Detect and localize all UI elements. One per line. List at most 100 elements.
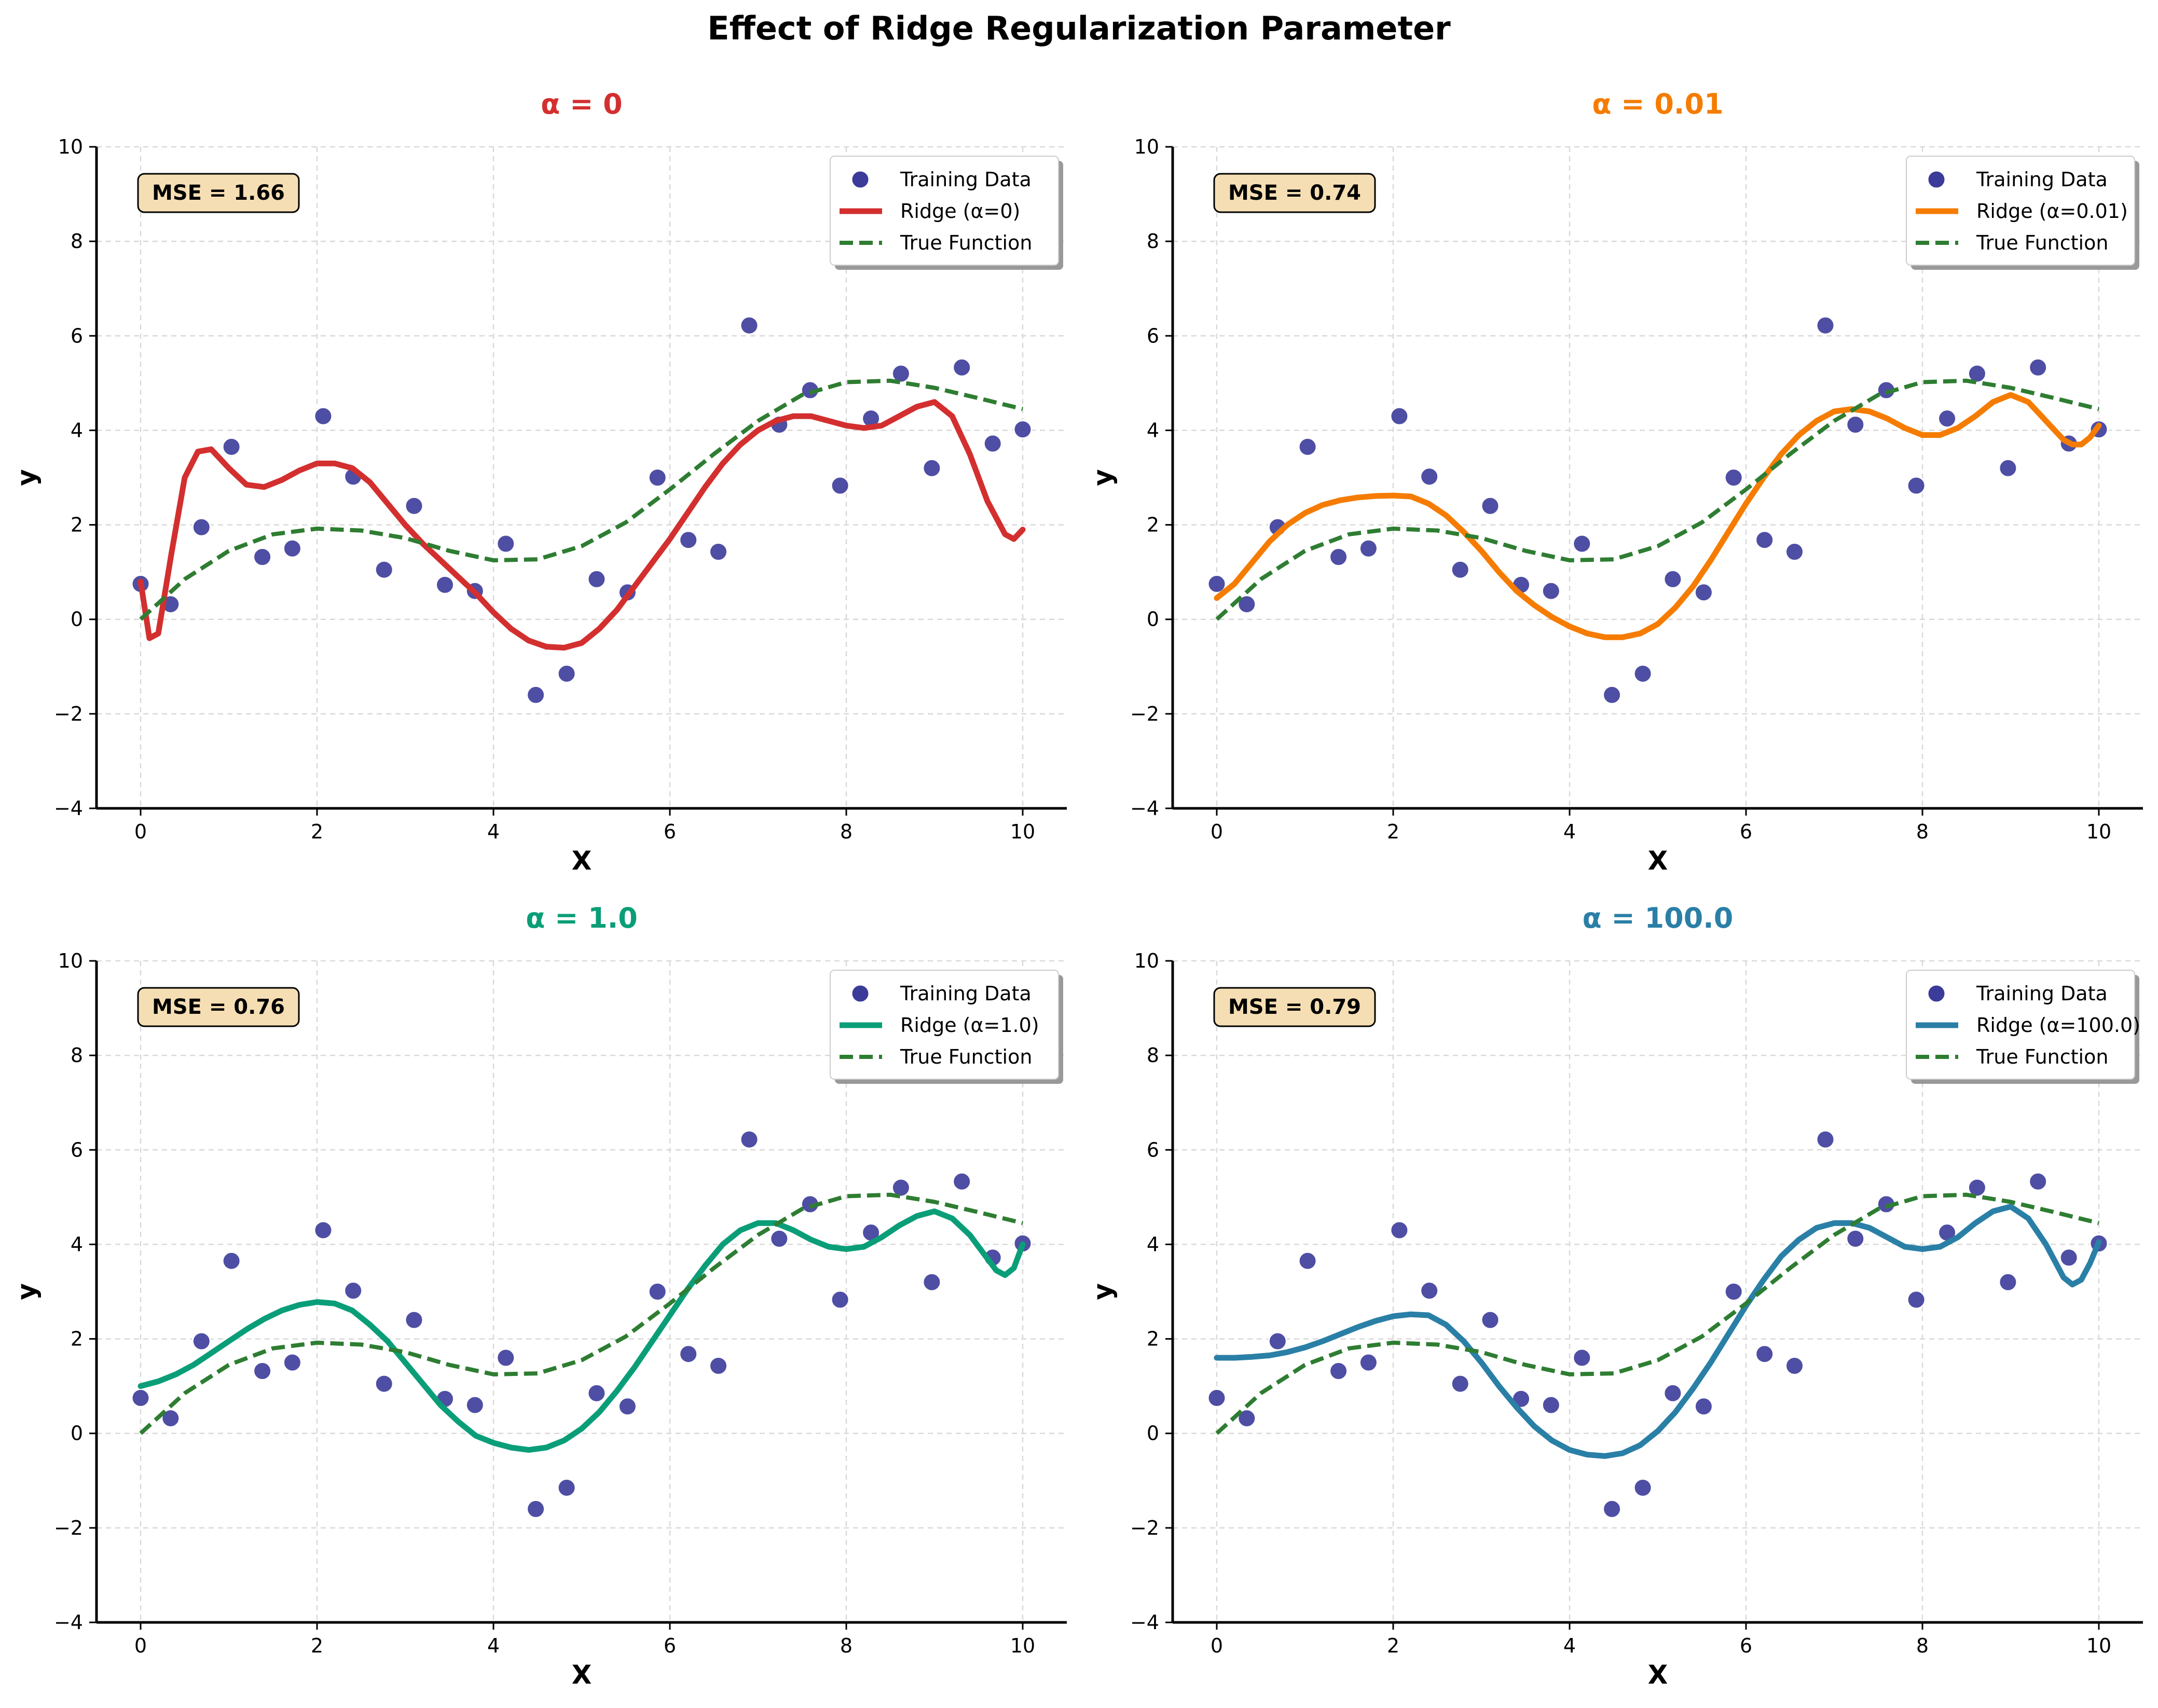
training-data-point bbox=[282, 539, 302, 558]
true-function-curve bbox=[1215, 1192, 2099, 1435]
training-data-point bbox=[1785, 542, 1804, 561]
training-data-point bbox=[282, 1353, 302, 1372]
y-tick-label: 6 bbox=[1147, 1138, 1159, 1161]
x-tick-label: 2 bbox=[311, 820, 323, 843]
training-data-point bbox=[587, 569, 607, 589]
training-data-point bbox=[1541, 581, 1561, 601]
mse-annotation-box bbox=[137, 987, 300, 1027]
y-tick-label: 6 bbox=[71, 1138, 83, 1161]
x-axis-label: X bbox=[572, 846, 592, 876]
training-data-point bbox=[1541, 1395, 1561, 1415]
training-data-point bbox=[343, 1281, 363, 1301]
training-data-point bbox=[1663, 1383, 1683, 1403]
training-data-point bbox=[1998, 458, 2018, 478]
legend-label: True Function bbox=[900, 231, 1032, 254]
y-tick-label: −2 bbox=[54, 703, 83, 725]
x-tick-label: 6 bbox=[664, 820, 676, 843]
training-data-point bbox=[1816, 1130, 1835, 1149]
training-data-point bbox=[557, 1478, 576, 1497]
training-data-point bbox=[191, 517, 211, 537]
legend-label: Training Data bbox=[900, 168, 1032, 191]
y-tick-label: 6 bbox=[71, 324, 83, 347]
x-tick-label: 0 bbox=[1211, 1634, 1223, 1657]
training-data-point bbox=[1633, 1478, 1653, 1497]
true-function-curve bbox=[139, 378, 1023, 621]
legend-label: True Function bbox=[900, 1045, 1032, 1068]
training-data-point bbox=[404, 496, 424, 516]
training-data-point bbox=[1572, 1348, 1592, 1368]
legend: Training Data Ridge (α=0) True Function bbox=[830, 156, 1063, 270]
true-function-curve bbox=[139, 1192, 1023, 1435]
subplot-4: 0 2 4 6 8 10 −4 −2 0 2 4 6 8 10 Xy α = 100.0 MSE = 0.79 T… bbox=[1088, 902, 2143, 1690]
y-tick-label: 4 bbox=[71, 419, 83, 442]
training-data-point bbox=[648, 1282, 667, 1301]
training-data-point bbox=[1906, 1290, 1926, 1310]
training-data-point bbox=[1268, 1331, 1287, 1351]
x-tick-label: 4 bbox=[487, 820, 500, 843]
y-tick-label: −2 bbox=[54, 1517, 83, 1539]
y-axis-label: y bbox=[11, 1283, 42, 1300]
mse-annotation: MSE = 0.76 bbox=[137, 987, 300, 1027]
ridge-curve bbox=[1214, 1204, 2102, 1459]
legend: Training Data Ridge (α=0.01) True Function bbox=[1906, 156, 2139, 270]
training-data-point bbox=[374, 1374, 394, 1394]
training-data-point bbox=[191, 1331, 211, 1351]
training-data-point bbox=[1237, 1409, 1257, 1428]
training-data-point bbox=[1846, 415, 1865, 434]
training-data-point bbox=[1298, 437, 1317, 457]
subplot-1: 0 2 4 6 8 10 −4 −2 0 2 4 6 8 10 Xy α = 0 MSE = 1.66 Train… bbox=[11, 88, 1067, 876]
training-data-point bbox=[465, 1395, 485, 1415]
y-tick-label: −4 bbox=[1130, 797, 1159, 820]
training-data-point bbox=[1663, 569, 1683, 589]
training-data-point bbox=[739, 1130, 759, 1149]
training-data-point bbox=[222, 437, 241, 457]
training-data-point bbox=[1480, 496, 1500, 516]
training-data-point bbox=[2059, 1248, 2079, 1268]
training-data-point bbox=[952, 357, 972, 377]
training-data-point bbox=[830, 476, 850, 495]
y-tick-label: 8 bbox=[71, 1044, 83, 1067]
training-data-point bbox=[1329, 547, 1349, 567]
training-data-point bbox=[769, 1229, 789, 1248]
training-data-point bbox=[922, 458, 942, 478]
true-function-curve bbox=[1215, 378, 2099, 621]
y-tick-label: 0 bbox=[1147, 1422, 1159, 1445]
x-axis-label: X bbox=[1648, 846, 1668, 876]
y-axis-label: y bbox=[1088, 1283, 1118, 1300]
training-data-point bbox=[952, 1172, 972, 1191]
x-tick-label: 0 bbox=[1211, 820, 1223, 843]
legend: Training Data Ridge (α=100.0) True Functio… bbox=[1906, 970, 2140, 1084]
training-data-point bbox=[1237, 595, 1257, 614]
training-data-point bbox=[1967, 364, 1987, 383]
ridge-curve bbox=[138, 399, 1026, 651]
subplot-title: α = 0.01 bbox=[1592, 88, 1723, 120]
y-axis-label: y bbox=[11, 469, 42, 486]
y-tick-label: 10 bbox=[58, 949, 83, 972]
legend-label: Ridge (α=100.0) bbox=[1976, 1014, 2140, 1037]
mse-annotation-text: MSE = 0.74 bbox=[1228, 181, 1361, 205]
training-data-point bbox=[222, 1251, 241, 1271]
x-tick-label: 0 bbox=[134, 820, 147, 843]
x-tick-label: 8 bbox=[840, 1634, 853, 1657]
training-data-point bbox=[1694, 1397, 1713, 1416]
y-tick-label: 0 bbox=[71, 608, 83, 631]
training-data-point bbox=[1816, 315, 1835, 335]
x-tick-label: 10 bbox=[2086, 820, 2111, 843]
training-data-point bbox=[526, 1499, 546, 1519]
plot-area bbox=[1207, 1130, 2109, 1519]
y-tick-label: 4 bbox=[1147, 1233, 1159, 1256]
training-data-point bbox=[587, 1383, 607, 1403]
training-data-point bbox=[891, 1178, 911, 1197]
mse-annotation-text: MSE = 0.76 bbox=[152, 995, 285, 1019]
ridge-curve bbox=[138, 1208, 1026, 1453]
training-data-point bbox=[435, 575, 455, 595]
subplot-3: 0 2 4 6 8 10 −4 −2 0 2 4 6 8 10 Xy α = 1.0 MSE = 0.76 Tra… bbox=[11, 902, 1067, 1690]
ridge-curve bbox=[1214, 392, 2102, 640]
legend-label: Training Data bbox=[1976, 982, 2108, 1005]
plot-area bbox=[1207, 315, 2109, 705]
x-tick-label: 4 bbox=[1563, 820, 1576, 843]
y-tick-label: −2 bbox=[1130, 703, 1159, 725]
training-data-point bbox=[1755, 530, 1775, 550]
y-tick-label: 0 bbox=[71, 1422, 83, 1445]
training-data-point bbox=[1572, 534, 1592, 554]
